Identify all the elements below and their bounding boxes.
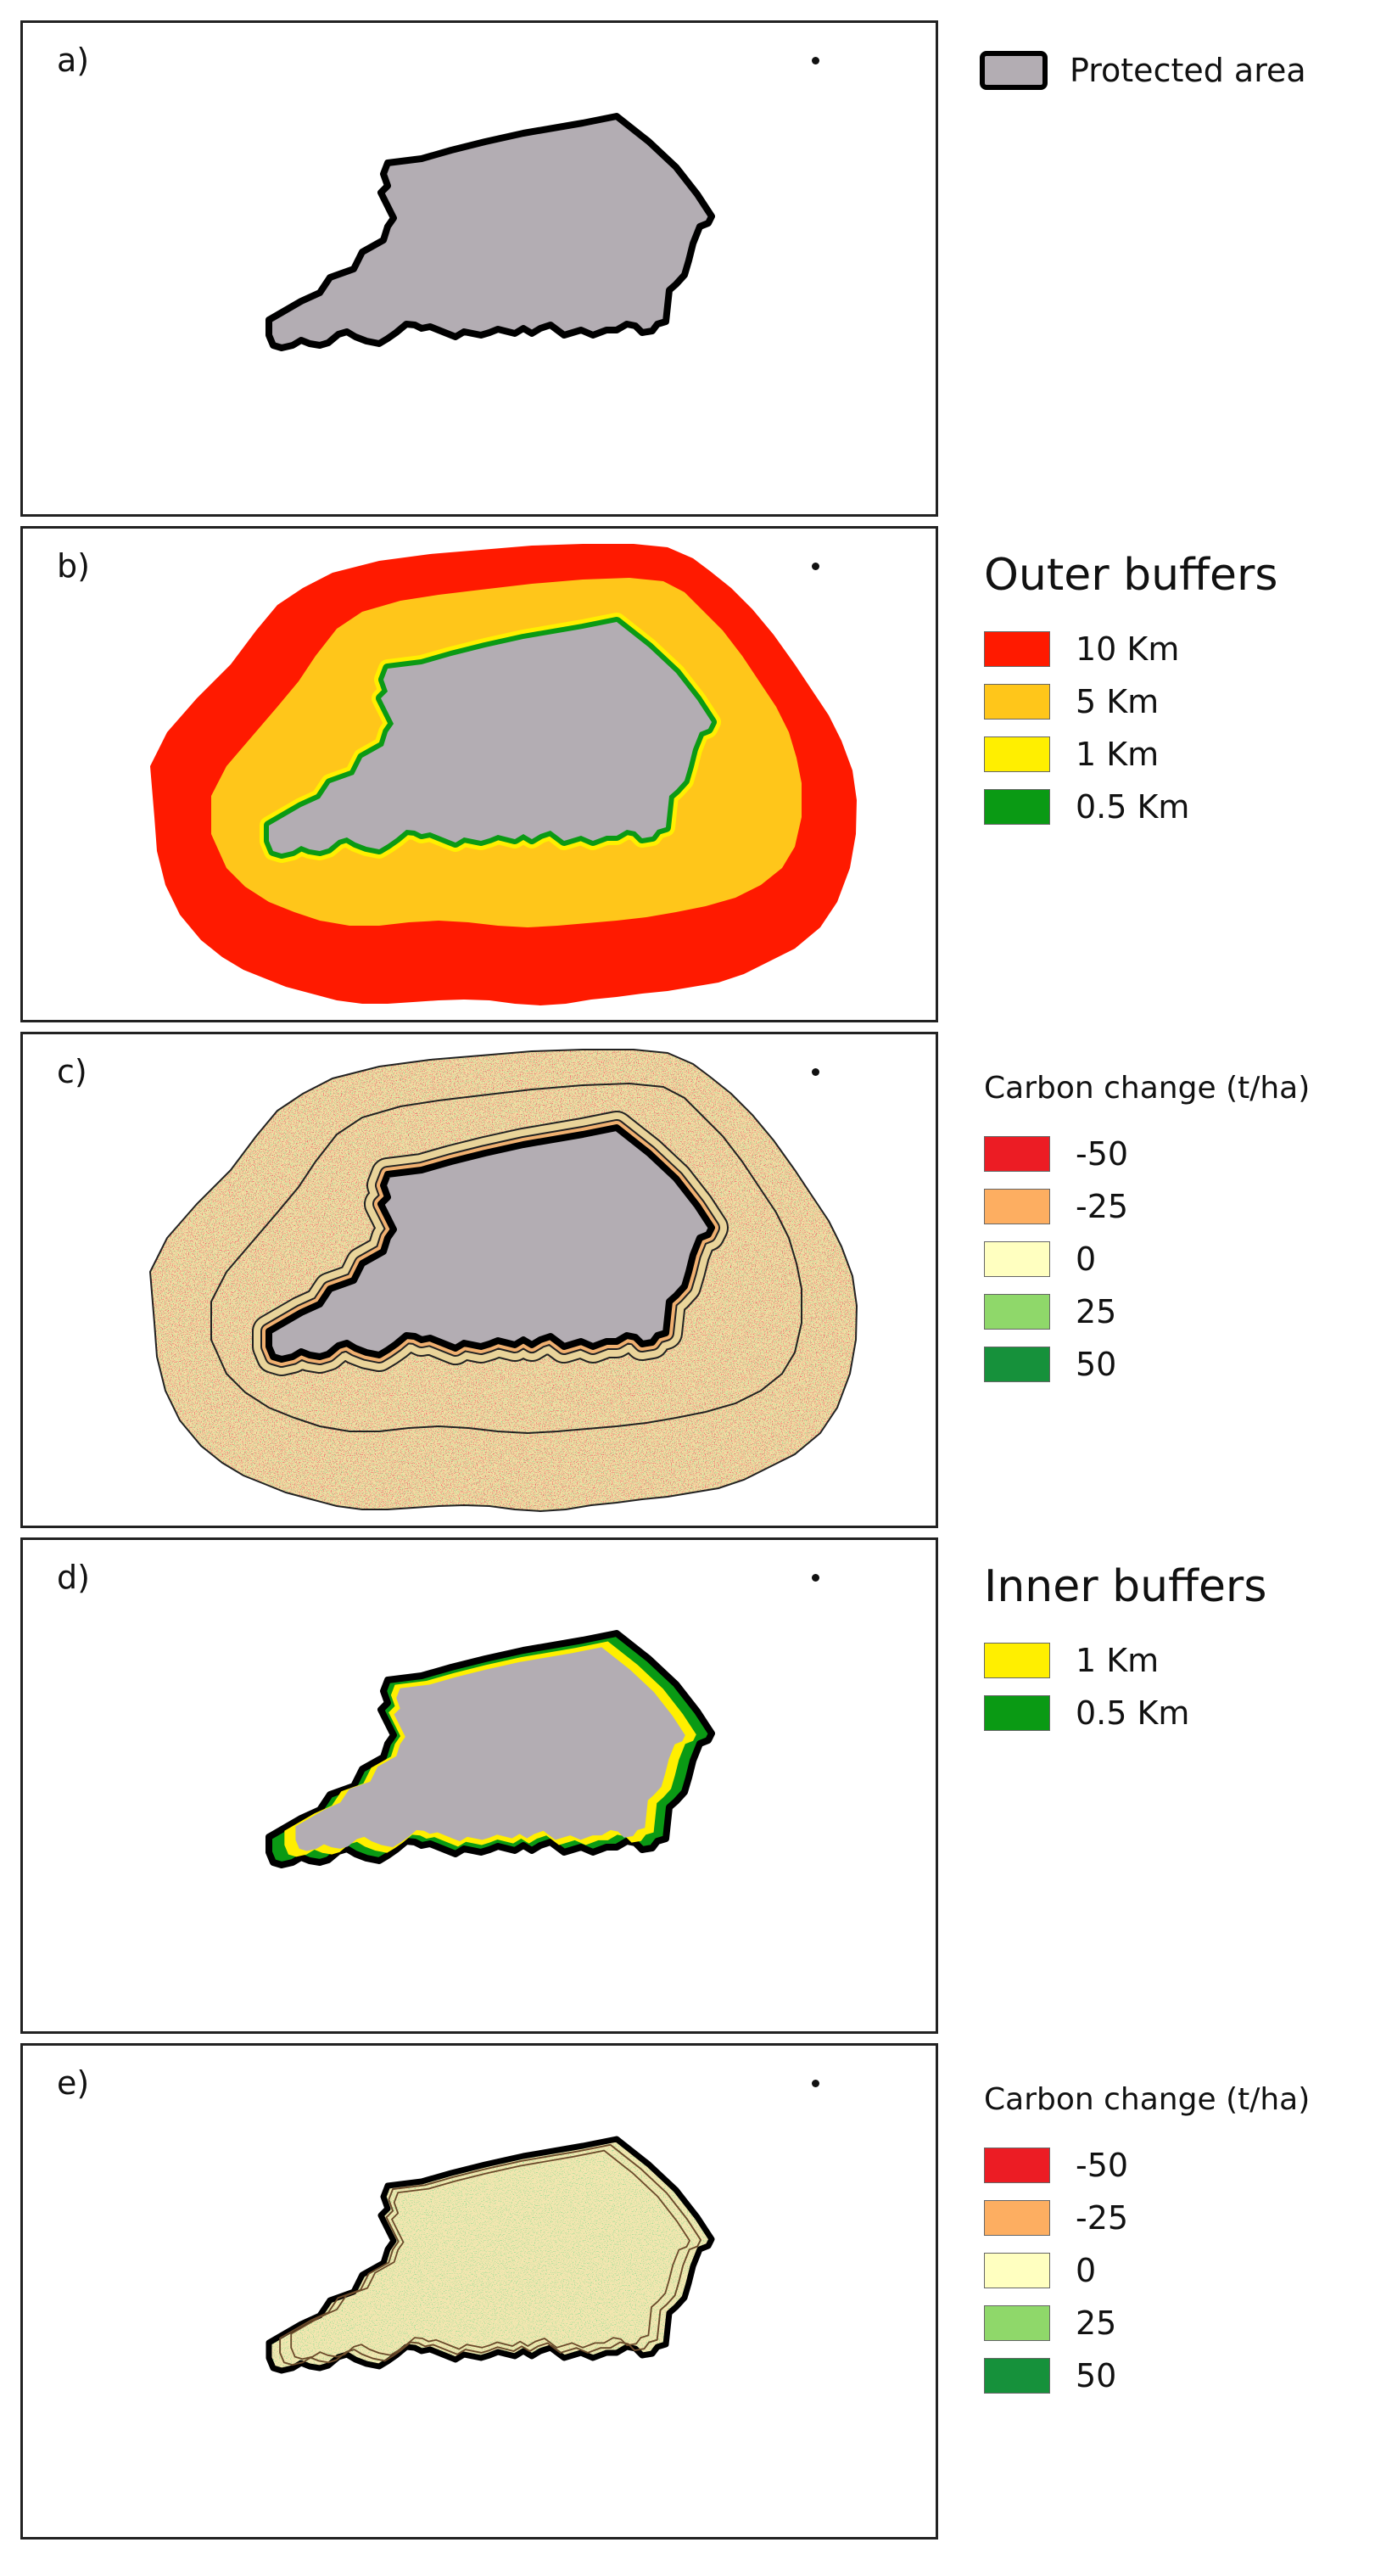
map-b <box>150 544 857 1005</box>
legend-item: -25 <box>984 2192 1310 2244</box>
legend-label: -25 <box>1076 2199 1129 2237</box>
legend-swatch <box>984 1294 1050 1330</box>
map-panel-d: d) <box>20 1537 938 2034</box>
legend-swatch <box>984 1189 1050 1224</box>
legend-label: -50 <box>1076 2147 1129 2184</box>
legend-swatch <box>984 2253 1050 2288</box>
legend-label: 0.5 Km <box>1076 1694 1190 1732</box>
legend-swatch <box>980 51 1048 90</box>
legend-swatch <box>984 1347 1050 1382</box>
legend-carbon-change-inner: Carbon change (t/ha) -50 -25 0 25 50 <box>984 2082 1310 2402</box>
legend-swatch <box>984 631 1050 667</box>
legend-label: -25 <box>1076 1188 1129 1225</box>
legend-title: Carbon change (t/ha) <box>984 1071 1311 1106</box>
north-dot <box>812 1068 819 1076</box>
legend-title: Carbon change (t/ha) <box>984 2082 1311 2117</box>
panel-label-b: b) <box>57 547 90 585</box>
protected-area-core <box>295 1647 685 1851</box>
legend-label: 1 Km <box>1076 736 1160 773</box>
legend-item: 0.5 Km <box>984 1687 1266 1739</box>
legend-label: 0.5 Km <box>1076 788 1190 826</box>
legend-swatch <box>984 1136 1050 1172</box>
legend-label: 50 <box>1076 2357 1117 2394</box>
north-dot <box>812 563 819 570</box>
panel-label-a: a) <box>57 42 90 79</box>
legend-item: 50 <box>984 1338 1310 1391</box>
legend-protected-area: Protected area <box>980 51 1306 90</box>
panel-label-e: e) <box>57 2064 90 2102</box>
legend-item: 50 <box>984 2349 1310 2402</box>
legend-swatch <box>984 1643 1050 1678</box>
legend-title: Outer buffers <box>984 550 1278 601</box>
legend-label: 25 <box>1076 1293 1117 1330</box>
carbon-change-raster-inner <box>269 2139 712 2371</box>
legend-item: 0.5 Km <box>984 781 1277 833</box>
protected-area-polygon <box>269 116 712 348</box>
legend-label: 0 <box>1076 2252 1097 2289</box>
legend-swatch <box>984 736 1050 772</box>
map-panel-c: c) <box>20 1032 938 1528</box>
legend-label: Protected area <box>1070 52 1306 89</box>
panel-label-c: c) <box>57 1053 87 1090</box>
panel-label-d: d) <box>57 1559 90 1596</box>
legend-swatch <box>984 2358 1050 2394</box>
legend-label: 10 Km <box>1076 630 1180 668</box>
map-a <box>23 23 938 517</box>
legend-swatch <box>984 2305 1050 2341</box>
legend-label: 5 Km <box>1076 683 1160 720</box>
legend-item: -50 <box>984 2139 1310 2192</box>
map-panel-b: b) <box>20 526 938 1022</box>
map-d <box>23 1540 938 2034</box>
legend-swatch <box>984 1241 1050 1277</box>
legend-item: 10 Km <box>984 623 1277 675</box>
legend-label: 50 <box>1076 1346 1117 1383</box>
legend-inner-buffers: Inner buffers 1 Km 0.5 Km <box>984 1561 1266 1739</box>
map-panel-a: a) <box>20 20 938 517</box>
legend-carbon-change-outer: Carbon change (t/ha) -50 -25 0 25 50 <box>984 1071 1310 1391</box>
north-dot <box>812 2080 819 2087</box>
legend-item: 0 <box>984 1233 1310 1285</box>
legend-title: Inner buffers <box>984 1561 1267 1612</box>
legend-swatch <box>984 789 1050 825</box>
legend-item: 0 <box>984 2244 1310 2297</box>
legend-swatch <box>984 2148 1050 2183</box>
map-panel-e: e) <box>20 2043 938 2540</box>
north-dot <box>812 57 819 64</box>
legend-item: 1 Km <box>984 728 1277 781</box>
legend-item: 5 Km <box>984 675 1277 728</box>
legend-label: 0 <box>1076 1240 1097 1278</box>
legend-swatch <box>984 1695 1050 1731</box>
legend-item: -50 <box>984 1128 1310 1180</box>
legend-item: 25 <box>984 2297 1310 2349</box>
legend-item: 25 <box>984 1285 1310 1338</box>
legend-swatch <box>984 2200 1050 2236</box>
legend-label: 1 Km <box>1076 1642 1160 1679</box>
legend-label: 25 <box>1076 2304 1117 2342</box>
legend-label: -50 <box>1076 1135 1129 1173</box>
legend-item: 1 Km <box>984 1634 1266 1687</box>
legend-swatch <box>984 684 1050 720</box>
legend-outer-buffers: Outer buffers 10 Km 5 Km 1 Km 0.5 Km <box>984 550 1277 833</box>
map-c <box>149 1049 858 1512</box>
map-e <box>23 2046 938 2540</box>
north-dot <box>812 1574 819 1582</box>
legend-item: -25 <box>984 1180 1310 1233</box>
